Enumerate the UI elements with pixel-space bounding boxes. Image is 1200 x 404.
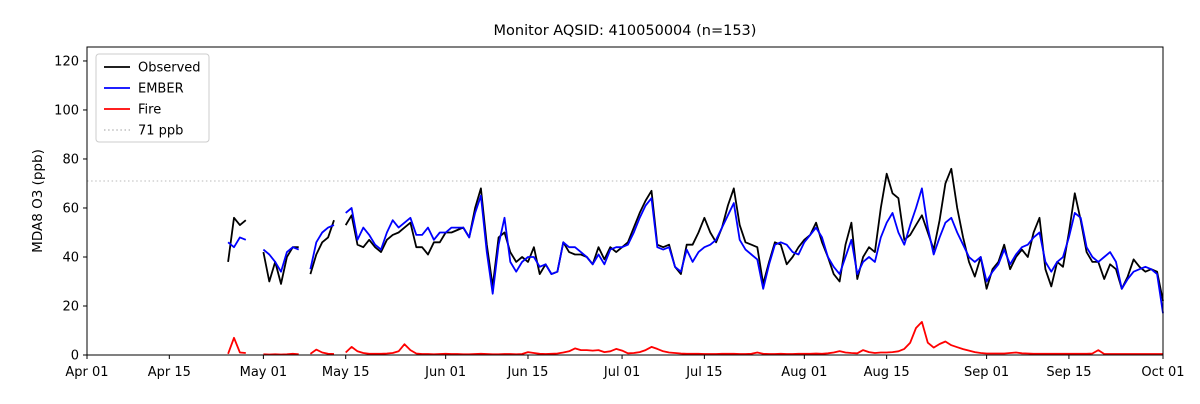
series-line-fire xyxy=(345,320,1163,356)
legend-label-observed: Observed xyxy=(138,61,201,76)
axes-frame xyxy=(86,46,1164,356)
x-tick-label: Sep 01 xyxy=(964,365,1009,380)
y-tick-label: 80 xyxy=(62,152,79,167)
series-line-ember xyxy=(262,246,300,273)
x-tick-label: Jun 01 xyxy=(424,365,466,380)
x-tick-label: Apr 15 xyxy=(148,365,191,380)
x-tick-label: Apr 01 xyxy=(65,365,108,380)
series-line-ember xyxy=(227,236,247,249)
x-tick-label: Aug 01 xyxy=(781,365,827,380)
y-axis: 0 20 40 60 80 100 120 xyxy=(54,54,87,364)
series-line-fire xyxy=(309,348,335,355)
y-tick-label: 100 xyxy=(54,103,79,118)
x-axis: Apr 01 Apr 15 May 01 May 15 Jun 01 Jun 15 Jul … xyxy=(65,355,1185,380)
x-tick-label: Jul 15 xyxy=(685,365,722,380)
series-line-ember xyxy=(309,224,335,270)
x-tick-label: Jun 15 xyxy=(506,365,548,380)
x-tick-label: Oct 01 xyxy=(1141,365,1184,380)
legend: Observed EMBER Fire 71 ppb xyxy=(95,53,210,143)
y-tick-label: 40 xyxy=(62,250,79,265)
legend-box xyxy=(95,53,210,143)
legend-label-fire: Fire xyxy=(138,103,161,118)
series-line-ember xyxy=(345,187,1164,314)
y-tick-label: 0 xyxy=(71,349,79,364)
series-line-fire xyxy=(263,352,299,356)
y-tick-label: 20 xyxy=(62,299,79,314)
y-tick-label: 60 xyxy=(62,201,79,216)
series-line-observed xyxy=(309,219,335,275)
legend-label-ember: EMBER xyxy=(138,82,184,97)
x-tick-label: Sep 15 xyxy=(1046,365,1091,380)
x-tick-label: Aug 15 xyxy=(864,365,910,380)
series-line-observed xyxy=(262,246,299,285)
series-line-observed xyxy=(227,216,247,263)
y-axis-label: MDA8 O3 (ppb) xyxy=(30,149,46,253)
series-line-fire xyxy=(227,336,246,355)
legend-label-71-ppb: 71 ppb xyxy=(138,124,183,139)
x-tick-label: Jul 01 xyxy=(603,365,640,380)
plot-area xyxy=(227,167,1164,356)
x-tick-label: May 15 xyxy=(322,365,370,380)
chart-title: Monitor AQSID: 410050004 (n=153) xyxy=(494,23,757,39)
x-tick-label: May 01 xyxy=(240,365,288,380)
y-tick-label: 120 xyxy=(54,54,79,69)
